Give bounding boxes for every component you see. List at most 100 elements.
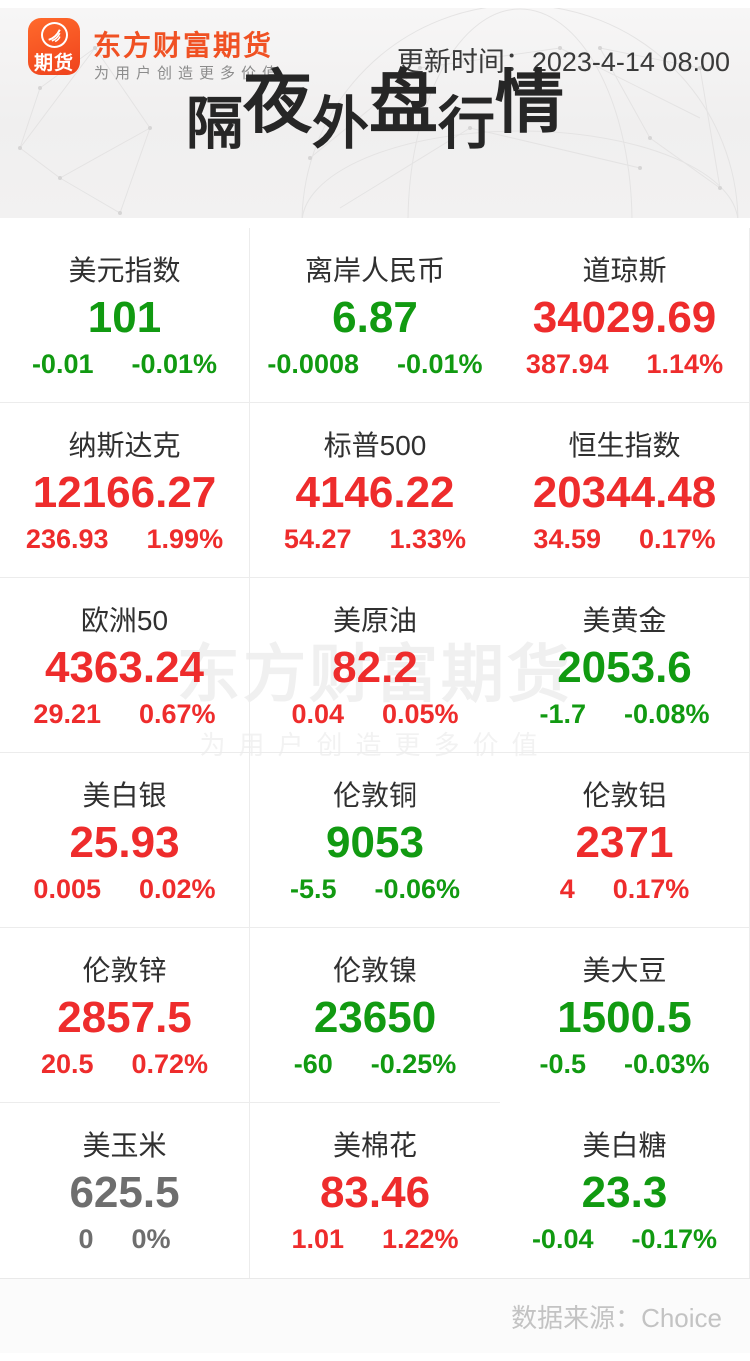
quote-change-pct: 0.17% — [639, 524, 716, 554]
quote-change: -5.5 — [289, 874, 337, 904]
quote-card: 标普500 4146.22 54.27 1.33% — [250, 403, 500, 578]
quote-change: 236.93 — [25, 524, 109, 554]
title-char: 外 — [312, 93, 369, 156]
quote-name: 美原油 — [332, 605, 417, 636]
quote-name: 伦敦锌 — [82, 955, 167, 986]
quote-card: 美白糖 23.3 -0.04 -0.17% — [500, 1103, 750, 1278]
quote-name: 美黄金 — [582, 605, 667, 636]
quote-value: 9053 — [326, 818, 424, 867]
quote-name: 标普500 — [323, 430, 427, 461]
quote-card: 美原油 82.2 0.04 0.05% — [250, 578, 500, 753]
title-char: 盘 — [369, 65, 438, 141]
app-logo: 期货 — [28, 18, 80, 75]
quote-card: 美白银 25.93 0.005 0.02% — [0, 753, 250, 928]
quote-change: -0.01 — [31, 349, 94, 379]
quote-change: -1.7 — [539, 699, 586, 729]
quote-change-pct: 0.67% — [139, 699, 216, 729]
quote-name: 伦敦镍 — [332, 955, 417, 986]
quote-change-pct: 0% — [131, 1224, 171, 1254]
quote-change-pct: 0.05% — [382, 699, 459, 729]
quote-value: 6.87 — [332, 293, 418, 342]
quote-change: 20.5 — [40, 1049, 94, 1079]
quote-value: 625.5 — [69, 1168, 180, 1217]
quote-name: 美玉米 — [82, 1130, 167, 1161]
quote-card: 美元指数 101 -0.01 -0.01% — [0, 228, 250, 403]
update-time: 更新时间：2023-4-14 08:00 — [397, 40, 730, 79]
quote-name: 美棉花 — [332, 1130, 417, 1161]
quote-change: -60 — [293, 1049, 333, 1079]
quote-name: 恒生指数 — [568, 430, 681, 461]
header-banner: 期货 东方财富期货 为用户创造更多价值 更新时间：2023-4-14 08:00… — [0, 8, 750, 218]
quote-change-pct: -0.01% — [131, 349, 218, 379]
quote-value: 12166.27 — [32, 468, 217, 517]
quote-change: -0.0008 — [267, 349, 359, 379]
quote-change: 54.27 — [283, 524, 352, 554]
quote-change: 0.04 — [291, 699, 344, 729]
quote-card: 美黄金 2053.6 -1.7 -0.08% — [500, 578, 750, 753]
quote-name: 欧洲50 — [80, 605, 169, 636]
quote-change-pct: -0.06% — [374, 874, 461, 904]
footer: 数据来源：Choice — [0, 1278, 750, 1353]
quote-value: 23650 — [313, 993, 437, 1042]
quote-card: 离岸人民币 6.87 -0.0008 -0.01% — [250, 228, 500, 403]
quote-change-pct: 1.14% — [646, 349, 724, 379]
quote-card: 欧洲50 4363.24 29.21 0.67% — [0, 578, 250, 753]
quote-change-pct: 1.99% — [146, 524, 224, 554]
data-source: 数据来源：Choice — [511, 1302, 722, 1333]
quote-card: 美棉花 83.46 1.01 1.22% — [250, 1103, 500, 1278]
logo-badge-label: 期货 — [33, 53, 74, 74]
quote-name: 伦敦铜 — [332, 780, 417, 811]
quote-change-pct: -0.01% — [397, 349, 483, 379]
quote-value: 4146.22 — [295, 468, 455, 517]
quote-card: 伦敦锌 2857.5 20.5 0.72% — [0, 928, 250, 1103]
quote-name: 美大豆 — [582, 955, 667, 986]
title-char: 夜 — [243, 65, 312, 141]
title-char: 隔 — [186, 93, 243, 156]
quote-change: 0 — [78, 1224, 94, 1254]
quote-change-pct: 0.02% — [139, 874, 216, 904]
quote-change-pct: -0.17% — [631, 1224, 718, 1254]
quote-name: 美白糖 — [582, 1130, 667, 1161]
quote-change: 387.94 — [525, 349, 609, 379]
quote-value: 82.2 — [332, 643, 418, 692]
quote-change-pct: 0.72% — [131, 1049, 209, 1079]
quote-change: 4 — [559, 874, 575, 904]
update-time-value: 2023-4-14 08:00 — [531, 47, 730, 77]
globe-mesh-decoration — [18, 8, 739, 218]
quote-name: 美白银 — [82, 780, 167, 811]
quote-change: 34.59 — [533, 524, 601, 554]
quote-value: 1500.5 — [557, 993, 692, 1042]
quote-change-pct: 0.17% — [612, 874, 690, 904]
quote-change: -0.5 — [539, 1049, 586, 1079]
quote-value: 83.46 — [319, 1168, 431, 1217]
quote-card: 纳斯达克 12166.27 236.93 1.99% — [0, 403, 250, 578]
quote-change: 29.21 — [33, 699, 101, 729]
quote-value: 34029.69 — [532, 293, 717, 342]
quote-change-pct: 1.22% — [382, 1224, 459, 1254]
quote-name: 伦敦铝 — [582, 780, 667, 811]
update-time-label: 更新时间： — [396, 47, 532, 77]
quote-name: 美元指数 — [68, 255, 181, 286]
quote-value: 2053.6 — [557, 643, 692, 692]
quote-name: 纳斯达克 — [68, 430, 181, 461]
title-char: 情 — [495, 65, 564, 141]
quote-value: 23.3 — [581, 1168, 668, 1217]
quote-change-pct: 1.33% — [389, 524, 467, 554]
brand-name: 东方财富期货 — [93, 30, 274, 61]
quote-change: -0.04 — [531, 1224, 594, 1254]
page-title: 隔 夜 外 盘 行 情 — [0, 69, 750, 156]
quote-card: 美大豆 1500.5 -0.5 -0.03% — [500, 928, 750, 1103]
quote-value: 101 — [87, 293, 162, 342]
quote-card: 伦敦铝 2371 4 0.17% — [500, 753, 750, 928]
quote-change-pct: -0.08% — [623, 699, 710, 729]
quote-value: 25.93 — [69, 818, 180, 867]
quote-card: 道琼斯 34029.69 387.94 1.14% — [500, 228, 750, 403]
quote-value: 20344.48 — [532, 468, 717, 517]
quotes-grid: 东方财富期货 为用户创造更多价值 美元指数 101 -0.01 -0.01% 离岸… — [0, 228, 750, 1278]
quote-name: 道琼斯 — [582, 255, 667, 286]
brand-tagline: 为用户创造更多价值 — [94, 65, 284, 82]
quote-card: 恒生指数 20344.48 34.59 0.17% — [500, 403, 750, 578]
logo-wing-icon — [40, 22, 68, 48]
quote-card: 美玉米 625.5 0 0% — [0, 1103, 250, 1278]
quote-change-pct: -0.25% — [370, 1049, 457, 1079]
